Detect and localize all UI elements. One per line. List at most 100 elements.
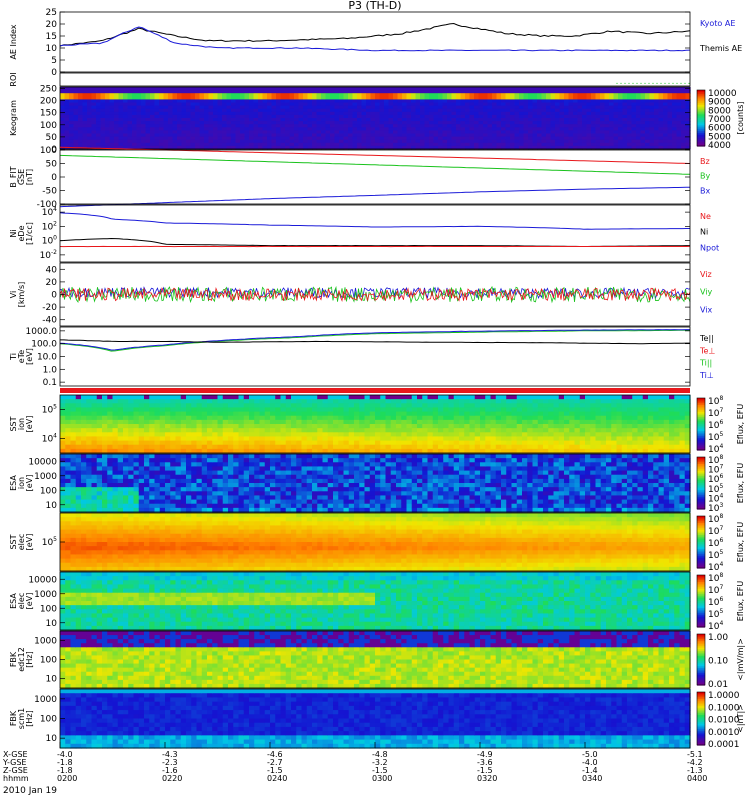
colorbar-unit: Eflux, EFU — [736, 581, 745, 622]
x-tick-label: 0320 — [477, 774, 497, 783]
panel-velocity: -40 -20 0 20 40 Vi [km/s] Viz Viy Vix — [9, 262, 713, 327]
y-tick-label: 100 — [40, 604, 57, 614]
x-axis: X-GSE -4.0 -4.3 -4.6 -4.8 -4.9 -5.0 -5.1 Y-GSE -1… — [2, 742, 707, 783]
y-axis-label: ion — [17, 418, 26, 430]
series-viz — [59, 287, 691, 303]
x-tick-label: -1.5 — [267, 766, 283, 775]
colorbar-tick-label: 107 — [708, 464, 723, 476]
colorbar-tick-label: 106 — [708, 537, 723, 549]
y-tick-label: 102 — [42, 220, 57, 232]
legend-vix: Vix — [700, 305, 713, 314]
x-axis-date: 2010 Jan 19 — [3, 786, 57, 796]
y-tick-label: 105 — [42, 404, 57, 416]
y-tick-label: 100 — [40, 656, 57, 666]
panel-ae: 0 5 10 15 20 25 AE Index Kyoto AE Themis AE — [9, 8, 742, 78]
colorbar-unit: <|mV/m|> — [736, 638, 745, 681]
x-tick-label: -2.3 — [162, 758, 178, 767]
colorbar-tick-label: 0.01 — [708, 680, 728, 690]
colorbar-unit: [counts] — [736, 102, 745, 135]
y-axis-label: elec — [17, 593, 26, 609]
legend-viz: Viz — [700, 270, 712, 279]
plot-title: P3 (TH-D) — [348, 0, 402, 12]
legend-kyoto-ae: Kyoto AE — [700, 19, 735, 28]
y-tick-label: -20 — [42, 303, 57, 313]
series-bx — [59, 186, 690, 208]
colorbar-tick-label: 105 — [708, 483, 723, 495]
y-axis-label: ROI — [9, 72, 18, 86]
y-axis-label: Ni — [9, 229, 18, 237]
y-tick-label: 250 — [40, 84, 57, 94]
y-axis-label: B_FIT — [9, 166, 18, 187]
series-ni — [59, 212, 690, 230]
y-tick-label: 150 — [40, 109, 57, 119]
colorbar-tick-label: 0.1000 — [708, 703, 740, 713]
colorbar-tick-label: 106 — [708, 596, 723, 608]
x-tick-label: -5.0 — [582, 750, 598, 759]
legend-ni: Ni — [700, 228, 708, 237]
series-npot — [59, 237, 690, 247]
y-tick-label: 10 — [46, 44, 58, 54]
colorbar-tick-label: 7000 — [708, 115, 731, 125]
colorbar-tick-label: 8000 — [708, 106, 731, 116]
y-tick-label: 5 — [51, 56, 57, 66]
panel-roi: ROI — [9, 72, 691, 87]
y-tick-label: 10 — [46, 501, 58, 511]
y-tick-label: 100 — [40, 146, 57, 156]
y-tick-label: 100.0 — [31, 340, 57, 350]
colorbar-tick-label: 108 — [708, 395, 723, 407]
x-row-label-x-gse: X-GSE — [3, 750, 28, 759]
colorbar-tick-label: 105 — [708, 549, 723, 561]
colorbar-unit: Eflux, EFU — [736, 522, 745, 563]
x-tick-label: 0300 — [372, 774, 392, 783]
series-themis-ae — [59, 26, 691, 52]
y-tick-label: 10 — [46, 619, 58, 629]
x-tick-label: -4.2 — [687, 758, 703, 767]
legend-npot: Npot — [700, 243, 719, 252]
colorbar-tick-label: 105 — [708, 431, 723, 443]
panel-fbk-scm: 1000 100 10 FBK scm1 [Hz] — [9, 688, 691, 749]
y-tick-label: 10.0 — [37, 353, 57, 363]
fbk-scm-heatmap — [60, 689, 691, 749]
y-tick-label: 25 — [46, 8, 57, 18]
y-tick-label: 1000.0 — [26, 327, 58, 337]
series-ti- — [59, 329, 691, 352]
y-axis-label: [1/cc] — [25, 222, 34, 245]
x-tick-label: -1.8 — [57, 766, 73, 775]
y-tick-label: 1000 — [34, 590, 57, 600]
x-tick-label: -4.8 — [372, 750, 388, 759]
colorbar-tick-label: 0.0010 — [708, 728, 740, 738]
y-axis-label: elec — [17, 534, 26, 550]
y-axis-label: ESA — [9, 593, 18, 609]
series-by — [59, 154, 691, 175]
sst-elec-heatmap — [60, 513, 691, 572]
x-tick-label: -1.8 — [57, 758, 73, 767]
legend-ne: Ne — [700, 212, 711, 221]
x-tick-label: 0400 — [687, 774, 707, 783]
series-ti- — [59, 329, 690, 351]
colorbar-tick-label: 108 — [708, 513, 723, 525]
y-tick-label: 10000 — [28, 575, 57, 585]
y-axis-label: [eV] — [25, 534, 34, 551]
y-tick-label: 50 — [46, 160, 58, 170]
colorbar-tick-label: 0.10 — [708, 657, 728, 667]
y-axis-label: [Hz] — [25, 710, 34, 726]
x-tick-label: 0200 — [57, 774, 77, 783]
y-tick-label: 40 — [46, 265, 58, 275]
y-tick-label: 1000 — [34, 695, 57, 705]
colorbar-tick-label: 1.00 — [708, 633, 728, 643]
x-tick-label: 0340 — [582, 774, 602, 783]
y-tick-label: 10-2 — [40, 249, 58, 261]
legend-by: By — [700, 172, 710, 181]
y-tick-label: 100 — [40, 121, 57, 131]
legend-te-: Te|| — [699, 334, 714, 343]
panel-esa-elec: 10000 1000 100 10 ESA elec [eV] — [9, 571, 691, 631]
x-row-label-hhmm: hhmm — [3, 774, 29, 783]
y-tick-label: -50 — [42, 187, 57, 197]
colorbar-tick-label: 0.0100 — [708, 716, 740, 726]
